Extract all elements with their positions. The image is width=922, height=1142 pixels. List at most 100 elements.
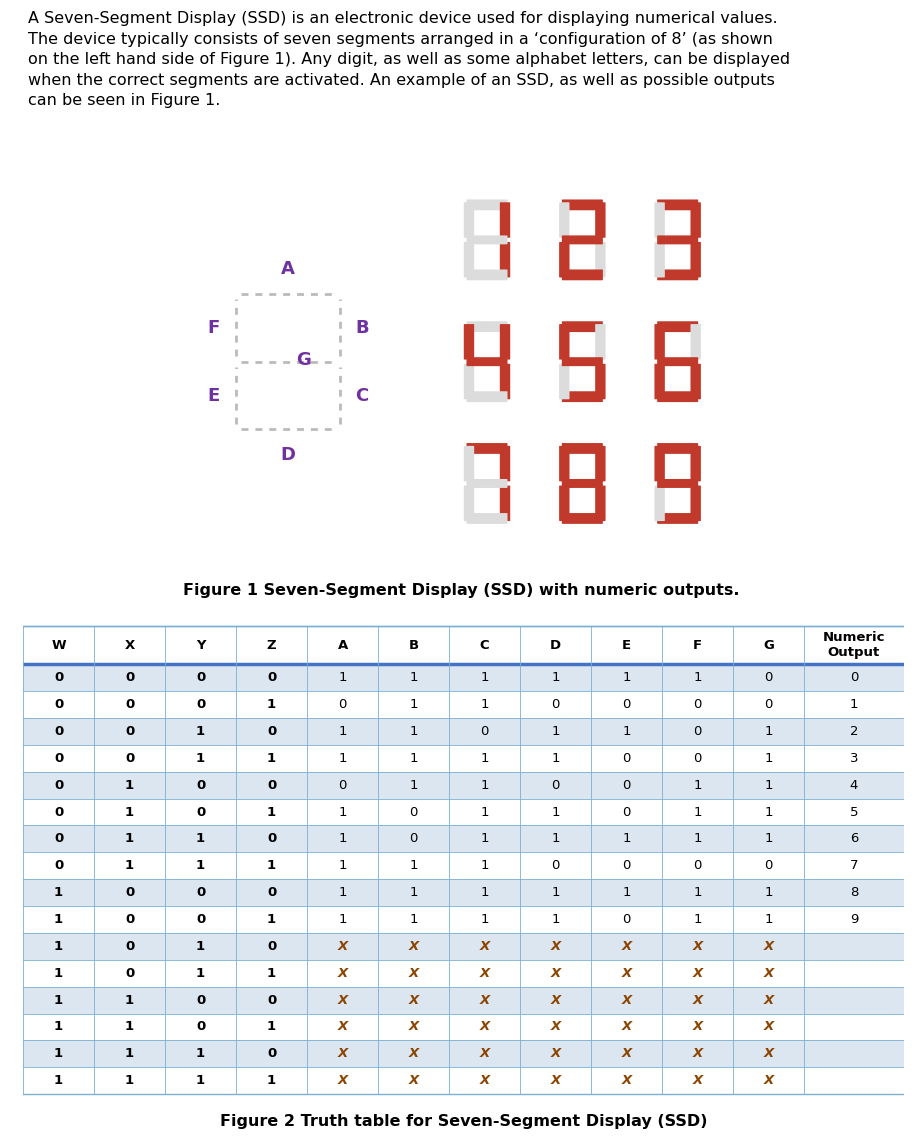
Text: 0: 0 xyxy=(125,886,135,899)
Bar xyxy=(804,718,904,745)
Text: 1: 1 xyxy=(54,1021,63,1034)
Bar xyxy=(378,1040,449,1068)
Text: 1: 1 xyxy=(764,725,773,738)
Text: 0: 0 xyxy=(125,967,135,980)
Bar xyxy=(236,1068,307,1094)
Text: 0: 0 xyxy=(267,994,277,1006)
Text: 0: 0 xyxy=(267,725,277,738)
Text: 2: 2 xyxy=(849,725,858,738)
Text: 1: 1 xyxy=(551,886,560,899)
Text: 1: 1 xyxy=(693,805,702,819)
Text: 0: 0 xyxy=(125,725,135,738)
Bar xyxy=(591,772,662,798)
Bar xyxy=(378,852,449,879)
Text: X: X xyxy=(621,994,632,1006)
Text: F: F xyxy=(207,319,220,337)
Text: 1: 1 xyxy=(551,912,560,926)
Bar xyxy=(165,718,236,745)
Text: 8: 8 xyxy=(850,886,858,899)
Bar xyxy=(733,1040,804,1068)
Bar xyxy=(520,959,591,987)
Bar xyxy=(378,1014,449,1040)
FancyBboxPatch shape xyxy=(500,202,510,238)
Bar xyxy=(236,718,307,745)
Text: B: B xyxy=(408,638,419,652)
Text: 0: 0 xyxy=(693,859,702,872)
Bar xyxy=(662,852,733,879)
Bar xyxy=(378,665,449,691)
Text: G: G xyxy=(763,638,774,652)
Bar xyxy=(733,772,804,798)
Text: 1: 1 xyxy=(764,805,773,819)
Text: 0: 0 xyxy=(125,671,135,684)
Text: 1: 1 xyxy=(409,859,418,872)
Bar xyxy=(449,772,520,798)
Bar xyxy=(449,987,520,1014)
Bar xyxy=(307,1068,378,1094)
FancyBboxPatch shape xyxy=(657,443,698,453)
Text: 1: 1 xyxy=(54,994,63,1006)
Text: 1: 1 xyxy=(267,912,277,926)
Bar xyxy=(449,798,520,826)
Text: X: X xyxy=(550,994,561,1006)
Text: 1: 1 xyxy=(267,859,277,872)
Bar xyxy=(23,933,94,959)
Bar xyxy=(520,691,591,718)
Text: 1: 1 xyxy=(551,751,560,765)
FancyBboxPatch shape xyxy=(691,242,701,278)
Bar xyxy=(94,745,165,772)
Text: 0: 0 xyxy=(196,805,206,819)
Bar xyxy=(307,959,378,987)
Bar xyxy=(591,826,662,852)
Text: X: X xyxy=(408,1075,419,1087)
Bar xyxy=(307,987,378,1014)
Text: 1: 1 xyxy=(480,698,489,711)
FancyBboxPatch shape xyxy=(467,392,507,402)
Bar xyxy=(23,718,94,745)
Bar xyxy=(378,906,449,933)
Bar xyxy=(591,665,662,691)
Text: 0: 0 xyxy=(267,1047,277,1060)
Bar xyxy=(236,933,307,959)
Bar xyxy=(804,879,904,906)
Bar xyxy=(662,1014,733,1040)
Bar xyxy=(378,826,449,852)
Bar xyxy=(804,906,904,933)
Text: F: F xyxy=(693,638,703,652)
Bar xyxy=(23,691,94,718)
Text: X: X xyxy=(337,1075,348,1087)
Bar xyxy=(591,626,662,665)
Bar xyxy=(236,1014,307,1040)
Bar xyxy=(23,626,94,665)
Bar xyxy=(662,1040,733,1068)
Text: 1: 1 xyxy=(196,751,205,765)
FancyBboxPatch shape xyxy=(596,364,606,400)
Bar xyxy=(733,691,804,718)
Bar xyxy=(662,906,733,933)
Bar xyxy=(307,665,378,691)
Text: X: X xyxy=(337,994,348,1006)
Text: Y: Y xyxy=(195,638,206,652)
Text: 6: 6 xyxy=(850,833,858,845)
Text: 1: 1 xyxy=(338,805,347,819)
FancyBboxPatch shape xyxy=(655,485,665,521)
Text: D: D xyxy=(280,445,295,464)
Text: 1: 1 xyxy=(764,779,773,791)
Bar xyxy=(591,1014,662,1040)
Bar xyxy=(165,798,236,826)
Text: X: X xyxy=(763,994,774,1006)
Bar xyxy=(804,772,904,798)
Text: 0: 0 xyxy=(53,859,64,872)
Bar xyxy=(662,718,733,745)
Text: X: X xyxy=(408,1021,419,1034)
Text: A Seven-Segment Display (SSD) is an electronic device used for displaying numeri: A Seven-Segment Display (SSD) is an elec… xyxy=(28,11,790,108)
Bar xyxy=(236,1040,307,1068)
Bar xyxy=(520,826,591,852)
Text: 1: 1 xyxy=(125,1047,134,1060)
Bar xyxy=(236,745,307,772)
Text: 1: 1 xyxy=(196,967,205,980)
Bar xyxy=(733,718,804,745)
Text: 1: 1 xyxy=(54,940,63,952)
Text: 0: 0 xyxy=(409,805,418,819)
Bar xyxy=(165,879,236,906)
